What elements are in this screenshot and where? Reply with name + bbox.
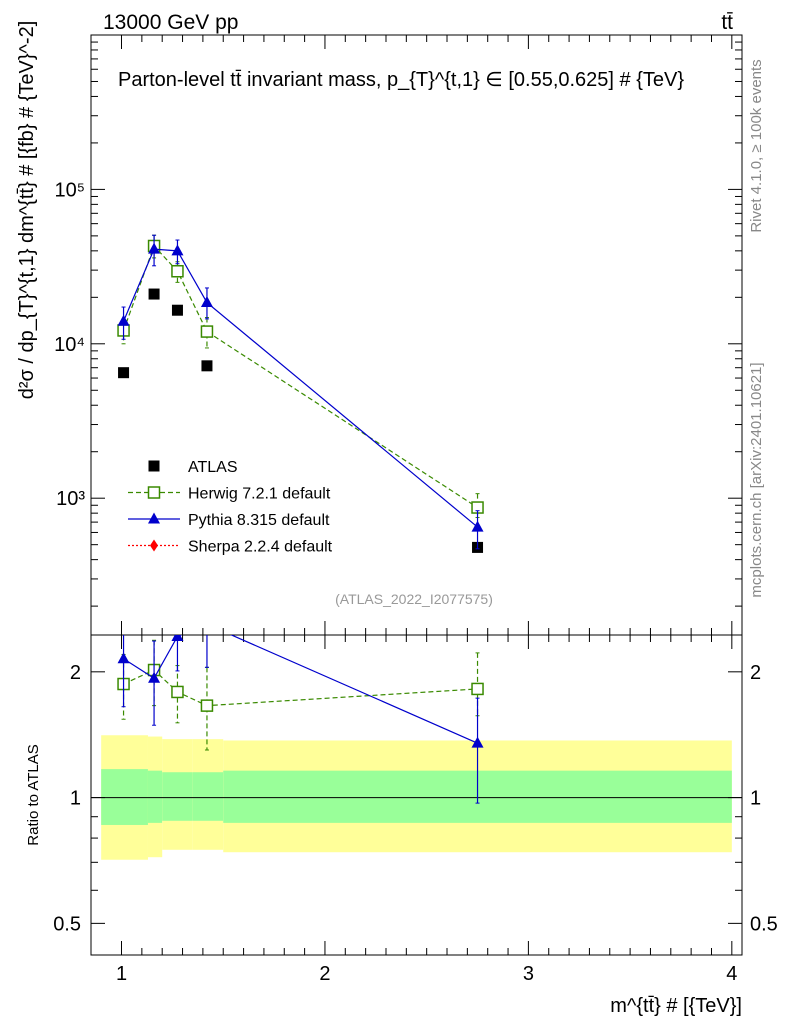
main-axis-ticks: 10³ 10⁴ 10⁵ — [54, 34, 742, 955]
legend-marker — [148, 460, 160, 472]
ratio-band-inner — [192, 772, 224, 821]
main-pythia-point — [171, 244, 184, 256]
y-axis-label: d²σ / dp_{T}^{t,1} dm^{tt̄} # [{fb} # {T… — [16, 21, 38, 400]
ratio-pythia-point — [471, 736, 484, 748]
main-atlas-point — [201, 360, 213, 372]
main-series-group — [117, 234, 484, 553]
main-y-tick-label: 10⁴ — [54, 334, 85, 356]
ratio-axis-ticks: 0.5 0.5 1 1 2 2 1 2 3 4 — [53, 662, 778, 985]
ratio-y-axis-label: Ratio to ATLAS — [25, 744, 42, 845]
ratio-y-tick-label-right: 2 — [750, 662, 761, 684]
final-state-label: tt̄ — [721, 11, 733, 34]
main-atlas-point — [171, 304, 183, 316]
legend-label: ATLAS — [188, 459, 238, 476]
main-pythia-point — [200, 296, 213, 308]
main-pythia-point — [117, 314, 130, 326]
plot-title: Parton-level tt̄ invariant mass, p_{T}^{… — [118, 69, 684, 91]
main-atlas-point — [118, 367, 130, 379]
legend-label: Herwig 7.2.1 default — [188, 486, 331, 503]
mcplots-source-label: mcplots.cern.ch [arXiv:2401.10621] — [748, 362, 765, 597]
ratio-y-tick-label-right: 0.5 — [750, 913, 778, 935]
ratio-y-tick-label: 0.5 — [53, 913, 81, 935]
x-tick-label: 1 — [116, 963, 127, 985]
ratio-series-group — [117, 618, 484, 804]
legend-marker — [150, 539, 158, 552]
rivet-version-label: Rivet 4.1.0, ≥ 100k events — [748, 59, 765, 232]
analysis-watermark: (ATLAS_2022_I2077575) — [335, 591, 493, 607]
main-pythia-point — [471, 520, 484, 532]
x-tick-label: 3 — [523, 963, 534, 985]
legend-marker — [148, 512, 160, 524]
ratio-herwig-point — [200, 699, 214, 712]
legend-label: Sherpa 2.2.4 default — [188, 539, 333, 556]
ratio-pythia-point — [148, 671, 161, 683]
ratio-panel-frame — [90, 634, 743, 956]
ratio-pythia-point — [171, 635, 184, 641]
main-herwig-point — [171, 265, 184, 278]
legend: ATLAS Herwig 7.2.1 default Pythia 8.315 de… — [128, 459, 333, 556]
ratio-band-inner — [101, 769, 148, 825]
ratio-y-tick-label: 1 — [70, 788, 81, 810]
ratio-herwig-point — [171, 685, 184, 699]
main-herwig-line — [122, 244, 478, 509]
main-y-tick-label: 10³ — [56, 488, 85, 510]
legend-label: Pythia 8.315 default — [188, 512, 330, 529]
main-herwig-point — [200, 325, 214, 338]
main-y-tick-label: 10⁵ — [54, 179, 85, 201]
x-tick-label: 4 — [726, 963, 737, 985]
x-axis-label: m^{tt̄} # [{TeV}] — [610, 995, 742, 1017]
ratio-y-tick-label-right: 1 — [750, 788, 761, 810]
main-atlas-point — [148, 288, 160, 300]
process-label: 13000 GeV pp — [103, 11, 238, 34]
ratio-band-inner — [162, 772, 193, 821]
x-tick-label: 2 — [319, 963, 330, 985]
ratio-herwig-point — [471, 682, 484, 696]
ratio-band-inner — [147, 770, 163, 823]
ratio-y-tick-label: 2 — [70, 662, 81, 684]
legend-marker — [147, 486, 161, 499]
ratio-pythia-point — [117, 652, 130, 664]
ratio-pythia-point — [201, 618, 213, 629]
ratio-pythia-line — [123, 635, 478, 744]
main-pythia-point — [148, 242, 161, 254]
